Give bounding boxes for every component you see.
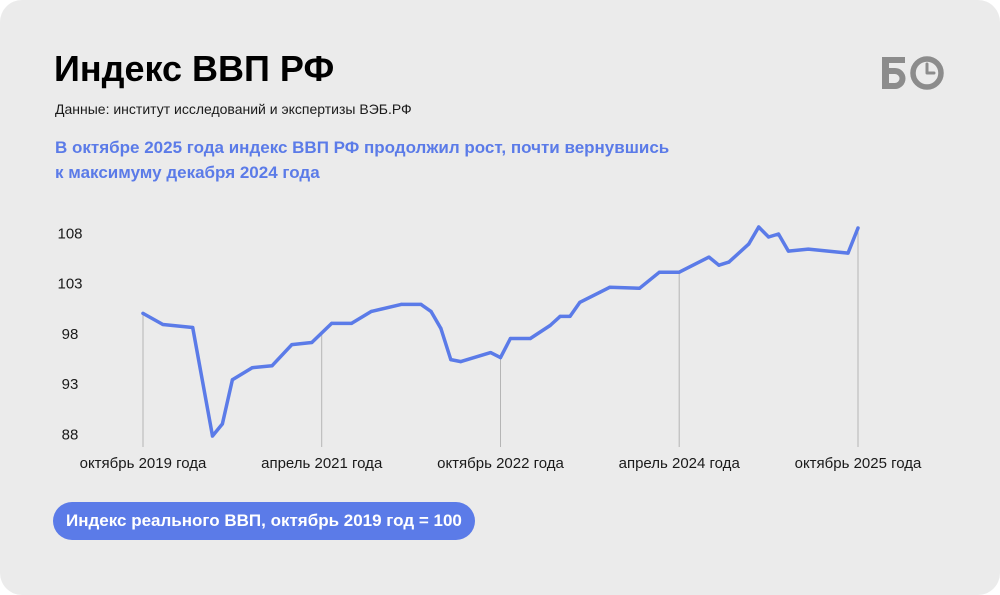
data-point <box>399 302 403 306</box>
data-point <box>657 270 662 274</box>
data-point <box>568 314 572 318</box>
data-point <box>757 225 761 229</box>
data-point <box>846 251 850 255</box>
y-axis-labels: 88 93 98 103 108 <box>57 225 82 443</box>
x-tick-label: октябрь 2022 года <box>437 455 564 472</box>
data-point <box>191 325 195 330</box>
data-point <box>806 247 810 251</box>
data-point <box>459 360 463 364</box>
data-point <box>220 422 224 426</box>
headline-line-2: к максимуму декабря 2024 года <box>55 163 320 182</box>
data-point <box>498 356 503 360</box>
data-point <box>717 263 721 267</box>
data-point <box>250 366 254 370</box>
data-point <box>230 378 234 382</box>
data-point <box>528 336 532 341</box>
data-point <box>767 235 771 239</box>
chart-title: Индекс ВВП РФ <box>54 48 335 89</box>
data-point <box>429 309 433 313</box>
y-tick-label: 103 <box>57 276 82 293</box>
data-point <box>578 300 582 304</box>
data-point <box>727 260 731 264</box>
data-point <box>290 343 294 347</box>
data-point <box>558 314 562 318</box>
data-point <box>548 323 552 328</box>
data-source: Данные: институт исследований и эксперти… <box>55 101 412 117</box>
headline-annotation: В октябре 2025 года индекс ВВП РФ продол… <box>55 135 669 185</box>
data-point <box>369 309 373 313</box>
data-point <box>786 249 791 253</box>
data-point <box>747 242 751 246</box>
data-point <box>776 232 781 236</box>
data-point <box>210 434 215 438</box>
data-point <box>707 255 711 259</box>
y-tick-label: 88 <box>62 426 79 443</box>
headline-line-1: В октябре 2025 года индекс ВВП РФ продол… <box>55 138 670 157</box>
data-point <box>419 302 423 306</box>
data-point <box>270 364 274 368</box>
x-tick-label: октябрь 2025 года <box>795 455 922 472</box>
legend-label: Индекс реального ВВП, октябрь 2019 год =… <box>66 511 462 530</box>
logo-letter-b <box>882 57 906 89</box>
x-tick-lines <box>142 228 859 447</box>
y-tick-label: 108 <box>57 225 82 242</box>
data-point <box>508 336 512 341</box>
y-tick-label: 93 <box>62 376 79 393</box>
data-point <box>489 351 493 355</box>
bo-logo <box>882 56 944 90</box>
data-point <box>310 340 314 345</box>
data-point <box>856 226 860 230</box>
clock-hands-icon <box>925 62 936 75</box>
x-tick-label: октябрь 2019 года <box>80 455 207 472</box>
series-gdp-index <box>141 225 860 438</box>
x-tick-label: апрель 2021 года <box>261 455 383 472</box>
legend-pill: Индекс реального ВВП, октябрь 2019 год =… <box>53 502 475 540</box>
data-point <box>161 322 165 327</box>
data-point <box>449 358 453 362</box>
data-point <box>141 311 145 315</box>
logo-ring <box>910 56 944 90</box>
data-point <box>608 285 612 289</box>
data-point <box>439 326 443 331</box>
data-point <box>330 321 334 325</box>
data-point <box>349 321 354 325</box>
x-axis-labels: октябрь 2019 года апрель 2021 года октябрь… <box>80 455 922 472</box>
data-point <box>677 270 681 274</box>
data-point <box>598 290 602 294</box>
x-tick-label: апрель 2024 года <box>619 455 741 472</box>
data-point <box>637 286 642 290</box>
y-tick-label: 98 <box>62 326 79 343</box>
